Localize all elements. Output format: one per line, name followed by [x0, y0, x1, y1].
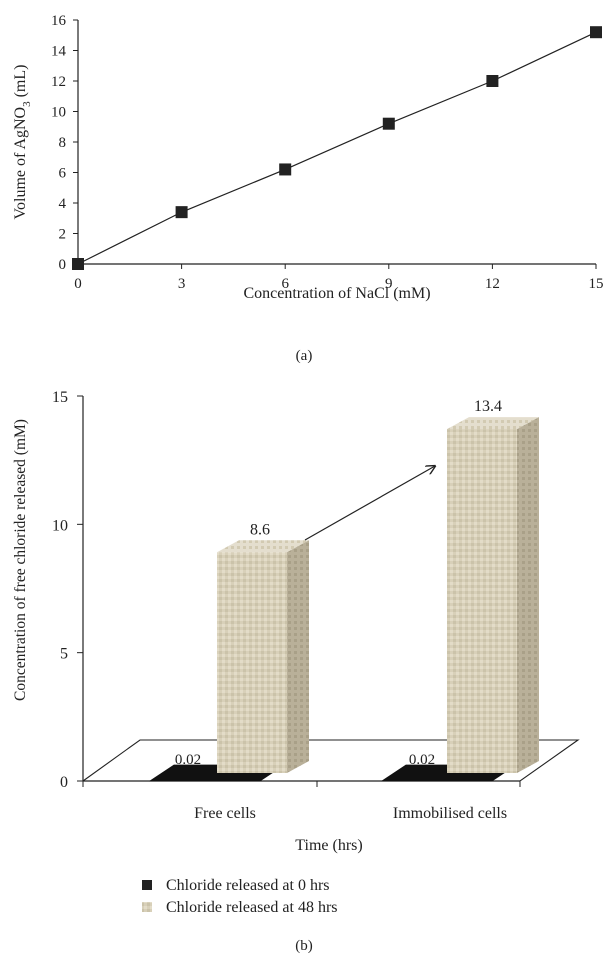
chart-a-x-tick-label: 0: [74, 276, 82, 292]
chart-a-x-tick-label: 12: [485, 276, 500, 292]
chart-b-bar-48hrs-side: [287, 540, 309, 773]
chart-a-data-point: [382, 117, 395, 130]
chart-a: 0 2 4 6 8 10 12 14 16 0 3 6 9 12 15 Volume of AgNO3 (…: [12, 13, 604, 364]
chart-b-legend: Chloride released at 0 hrs Chloride rele…: [142, 877, 338, 916]
chart-a-data-point: [590, 26, 602, 39]
chart-b-data-label-48hrs: 13.4: [474, 398, 502, 415]
legend-label-48hrs: Chloride released at 48 hrs: [166, 899, 338, 916]
legend-swatch-48hrs: [142, 902, 152, 912]
chart-b-bar-48hrs: [447, 429, 517, 773]
chart-b-data-label-0hrs: 0.02: [175, 752, 201, 768]
chart-b-y-tick-label: 10: [52, 517, 68, 534]
chart-a-y-tick-label: 6: [59, 166, 67, 182]
chart-a-y-tick-label: 8: [59, 135, 67, 151]
chart-b-category-label: Free cells: [194, 805, 256, 822]
chart-a-x-tick-label: 6: [281, 276, 289, 292]
chart-a-series-line: [77, 31, 597, 265]
chart-b-category-label: Immobilised cells: [393, 805, 507, 822]
chart-a-y-tick-label: 12: [51, 74, 66, 90]
legend-label-0hrs: Chloride released at 0 hrs: [166, 877, 330, 894]
chart-a-x-tick-label: 3: [178, 276, 186, 292]
chart-a-x-tick-label: 15: [589, 276, 604, 292]
chart-b-y-tick-label: 0: [60, 774, 68, 791]
chart-a-y-tick-label: 2: [59, 227, 67, 243]
chart-b-bar-48hrs: [217, 552, 287, 773]
chart-a-x-tick-label: 9: [385, 276, 393, 292]
chart-a-ylabel: Volume of AgNO3 (mL): [12, 65, 33, 220]
chart-a-y-tick-label: 14: [51, 44, 67, 60]
panel-label-a: (a): [296, 348, 313, 364]
chart-b-bar-48hrs-top: [217, 540, 309, 553]
panel-label-b: (b): [295, 938, 313, 954]
legend-swatch-0hrs: [142, 880, 152, 890]
chart-b-y-tick-label: 5: [60, 646, 68, 663]
chart-a-y-tick-label: 16: [51, 13, 67, 29]
chart-b-xlabel: Time (hrs): [295, 837, 362, 854]
chart-a-data-point: [486, 75, 499, 87]
chart-a-data-point: [72, 258, 84, 270]
chart-a-y-tick-label: 0: [59, 257, 67, 273]
chart-a-data-point: [175, 206, 188, 219]
chart-a-xlabel: Concentration of NaCl (mM): [243, 285, 430, 302]
chart-b-bar-48hrs-top: [447, 417, 539, 430]
trend-arrow: [304, 466, 435, 541]
chart-b-data-label-48hrs: 8.6: [250, 521, 270, 538]
chart-a-y-tick-label: 4: [59, 196, 67, 212]
chart-b: 0 5 10 15 0.02 8.6 0.02 13.4 Free cells Immobi…: [12, 389, 580, 954]
chart-b-ylabel: Concentration of free chloride released …: [12, 419, 29, 701]
chart-b-y-tick-label: 15: [52, 389, 68, 406]
chart-b-data-label-0hrs: 0.02: [409, 752, 435, 768]
chart-b-bar-48hrs-side: [517, 417, 539, 773]
chart-a-y-tick-label: 10: [51, 105, 66, 121]
chart-a-data-point: [279, 163, 292, 176]
